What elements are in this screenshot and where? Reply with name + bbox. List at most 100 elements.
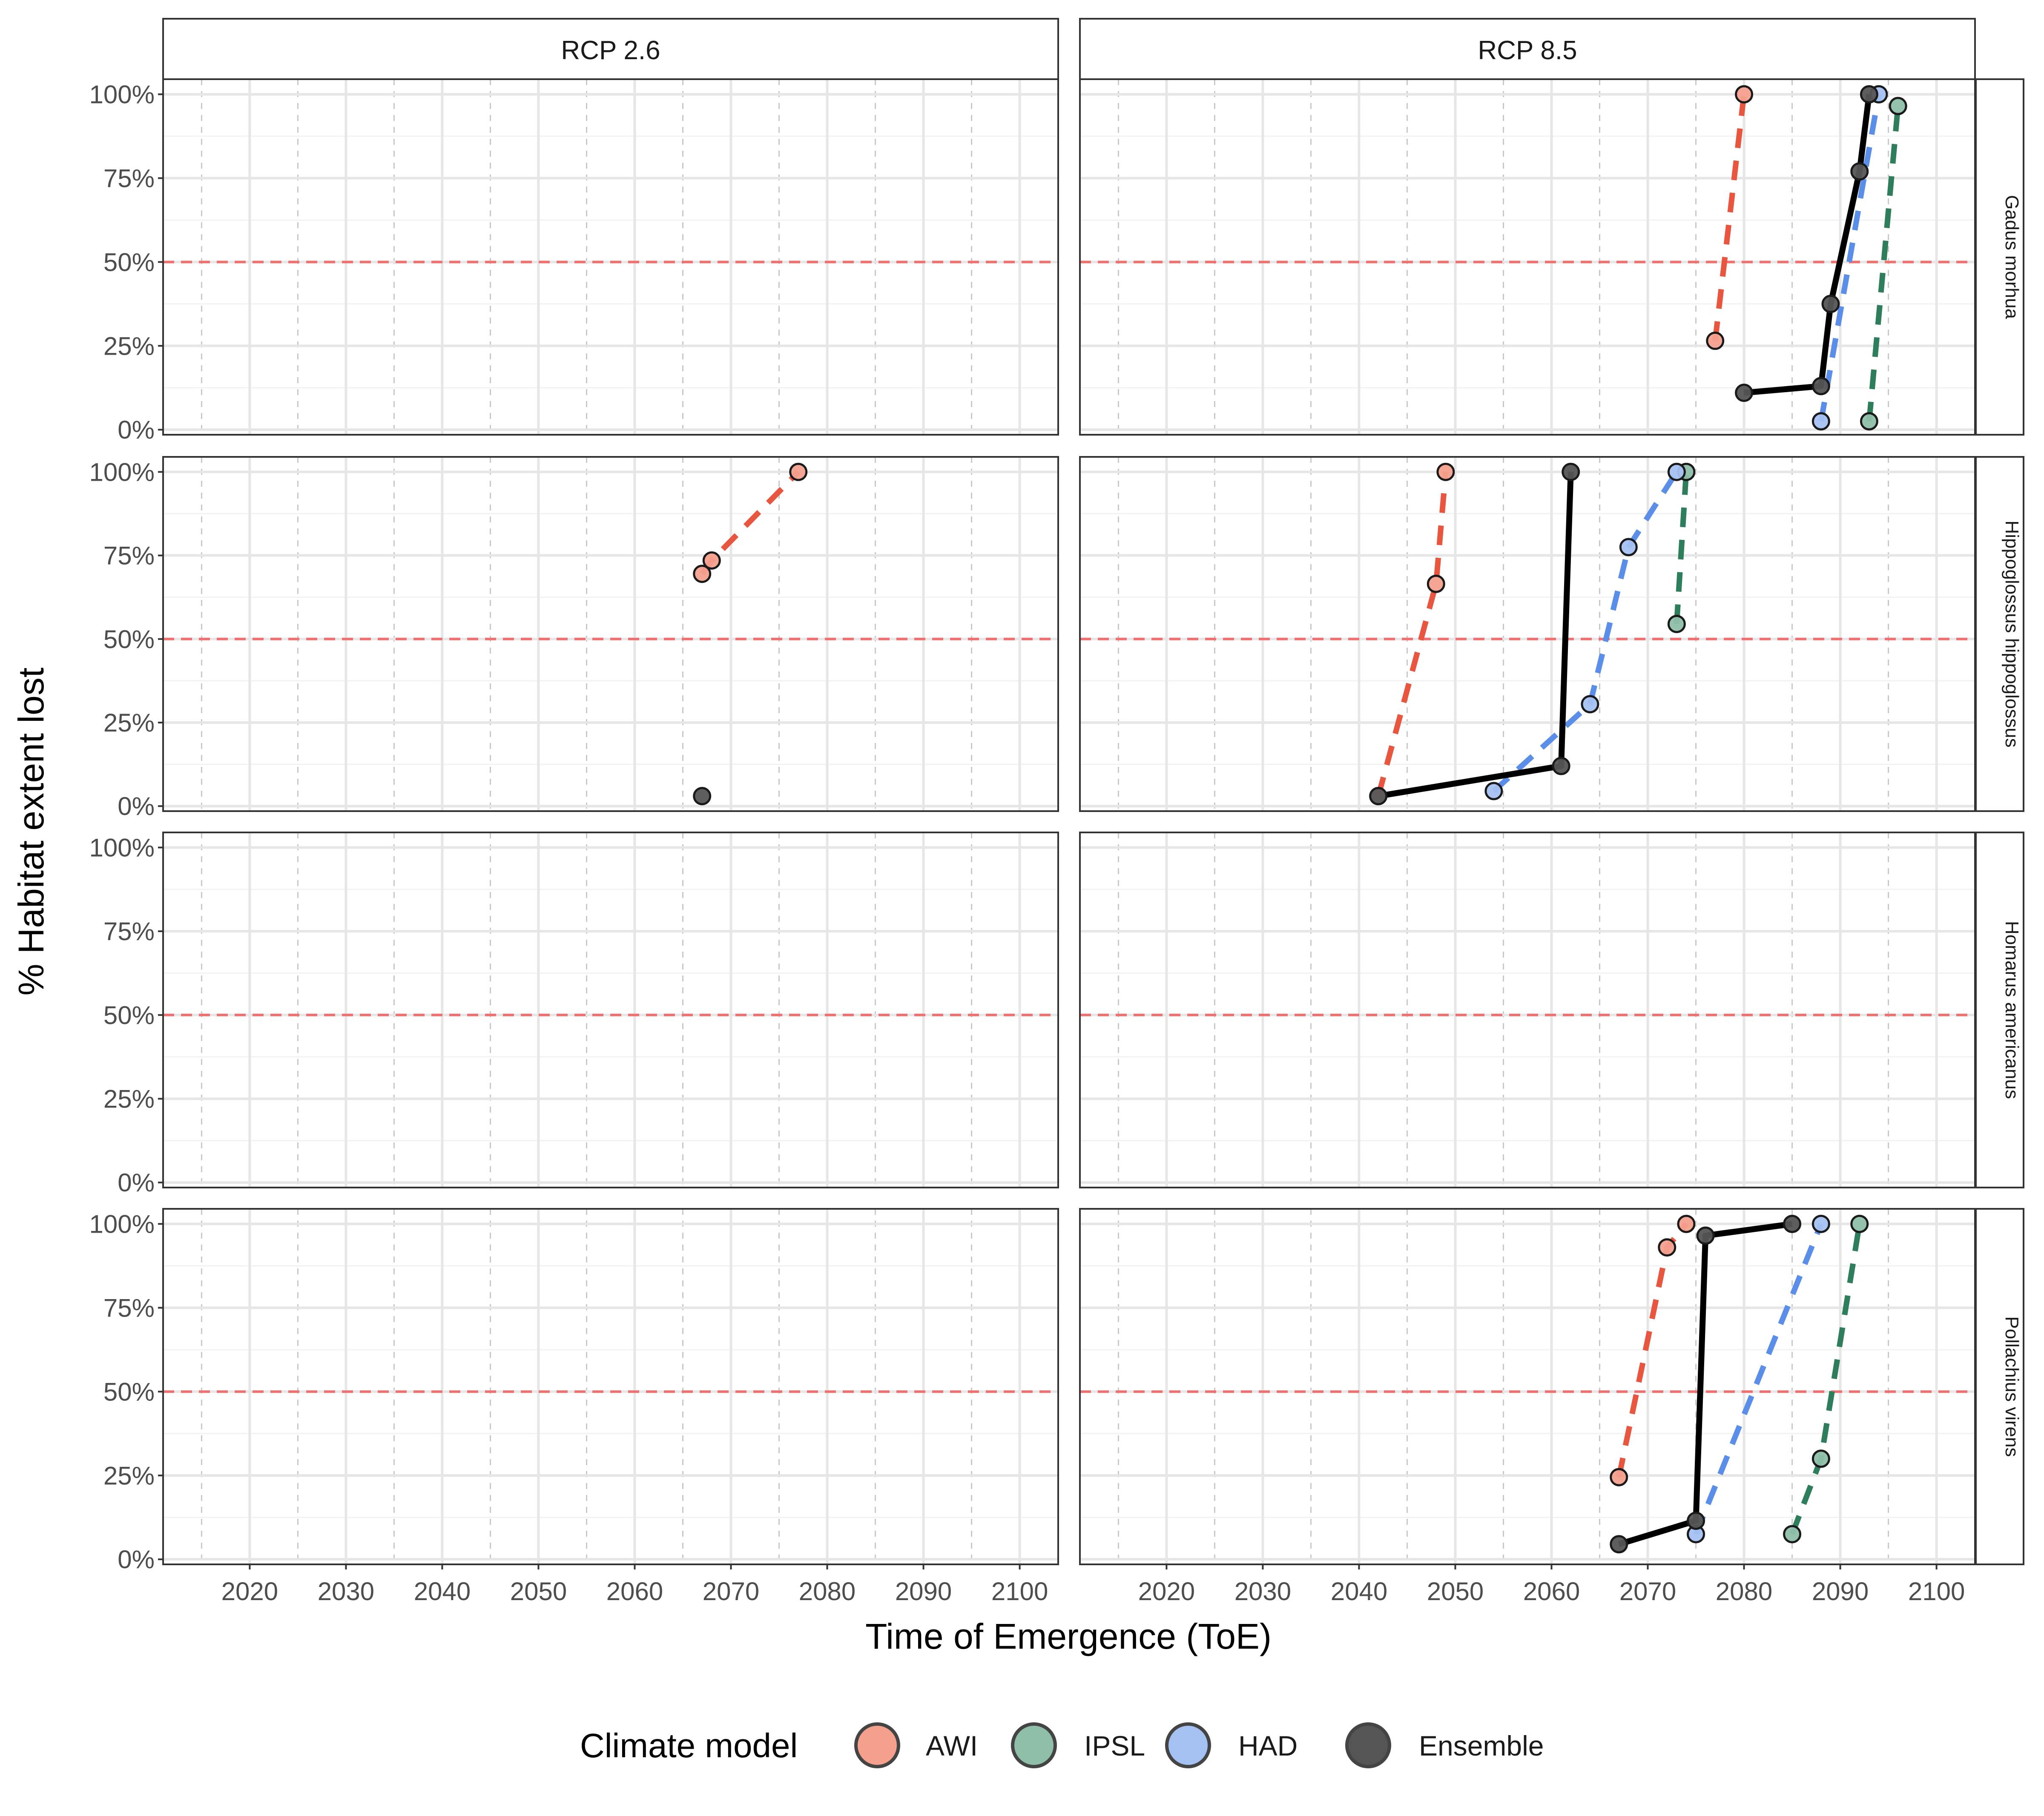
point-ensemble [1552, 757, 1570, 775]
x-tick-label: 2080 [1716, 1577, 1772, 1606]
y-tick-label: 25% [103, 1085, 155, 1113]
facet-row-label: Gadus morhua [2001, 195, 2022, 319]
point-ensemble [1783, 1214, 1802, 1233]
x-tick-label: 2060 [606, 1577, 663, 1606]
legend-label-had: HAD [1238, 1730, 1298, 1761]
series-line-ensemble [1618, 1221, 1793, 1547]
facet-row-label: Pollachius virens [2001, 1316, 2022, 1457]
point-had [1667, 462, 1686, 481]
series-line-ipsl [1674, 471, 1689, 624]
point-ensemble [1850, 162, 1869, 181]
point-awi [1610, 1468, 1628, 1486]
panel-frame [1079, 78, 1976, 436]
y-tick-label: 75% [103, 917, 155, 946]
panel-frame [162, 78, 1059, 436]
point-had [1581, 695, 1599, 714]
frame-layer [158, 18, 2024, 1569]
point-ensemble [1860, 85, 1878, 103]
x-tick-label: 2020 [1138, 1577, 1195, 1606]
y-tick-label: 50% [103, 1001, 155, 1030]
facet-strip-pollachius-virens [1975, 1208, 2024, 1565]
point-ipsl [1811, 1449, 1830, 1468]
x-tick-label: 2050 [1427, 1577, 1484, 1606]
point-ipsl [1860, 412, 1878, 430]
x-tick-label: 2100 [1908, 1577, 1965, 1606]
series-line-had [1818, 94, 1882, 422]
x-tick-label: 2020 [221, 1577, 278, 1606]
legend-key-had [1165, 1722, 1211, 1768]
facet-column-label: RCP 2.6 [561, 36, 660, 65]
y-tick-label: 25% [103, 1461, 155, 1490]
point-ensemble [1369, 787, 1388, 806]
panel-frame [162, 456, 1059, 812]
facet-row-label: Hippoglossus hippoglossus [2001, 520, 2022, 747]
point-awi [1735, 85, 1754, 103]
series-line-had [1693, 1222, 1824, 1535]
panel-frame [1079, 1208, 1976, 1565]
point-awi [693, 565, 712, 583]
facet-strip-rcp-8-5 [1079, 18, 1976, 80]
point-awi [1706, 331, 1725, 350]
series-line-had [1492, 470, 1679, 793]
point-ensemble [1821, 295, 1840, 313]
y-tick-label: 50% [103, 1377, 155, 1406]
point-ipsl [1850, 1214, 1869, 1233]
point-had [1811, 1214, 1830, 1233]
point-ensemble [1610, 1535, 1628, 1554]
point-ensemble [1562, 462, 1580, 481]
legend-label-ensemble: Ensemble [1419, 1730, 1544, 1761]
x-tick-label: 2040 [1331, 1577, 1387, 1606]
point-awi [1427, 574, 1445, 593]
point-ipsl [1667, 614, 1686, 633]
facet-strip-hippoglossus-hippoglossus [1975, 456, 2024, 812]
y-tick-label: 100% [89, 833, 155, 862]
series-line-awi [1712, 94, 1747, 341]
legend-label-awi: AWI [926, 1730, 978, 1761]
x-tick-label: 2030 [318, 1577, 374, 1606]
x-tick-label: 2030 [1234, 1577, 1291, 1606]
y-tick-label: 50% [103, 625, 155, 654]
point-awi [1658, 1238, 1677, 1257]
x-tick-label: 2050 [510, 1577, 567, 1606]
y-tick-label: 25% [103, 332, 155, 360]
x-tick-label: 2070 [703, 1577, 759, 1606]
panel-frame [1079, 456, 1976, 812]
point-had [1811, 412, 1830, 430]
y-tick-label: 0% [118, 792, 155, 820]
point-had [1619, 538, 1638, 557]
point-ipsl [1889, 97, 1907, 115]
y-tick-label: 0% [118, 1545, 155, 1574]
series-line-awi [1375, 471, 1449, 797]
legend-key-ipsl [1011, 1722, 1057, 1768]
x-tick-label: 2040 [414, 1577, 471, 1606]
facet-row-label: Homarus americanus [2001, 921, 2022, 1099]
point-had [1484, 782, 1503, 800]
y-axis-title: % Habitat extent lost [11, 668, 51, 996]
y-tick-label: 50% [103, 248, 155, 276]
y-tick-label: 75% [103, 542, 155, 570]
point-awi [789, 462, 808, 481]
legend-title: Climate model [580, 1727, 798, 1764]
panel-frame [1079, 832, 1976, 1188]
legend: AWI IPSL HAD Ensemble [854, 1722, 1544, 1768]
point-awi [1677, 1214, 1696, 1233]
text-layer: % Habitat extent lost Time of Emergence … [11, 36, 2022, 1764]
facet-column-label: RCP 8.5 [1478, 36, 1577, 65]
y-tick-label: 25% [103, 709, 155, 737]
panel-frame [162, 1208, 1059, 1565]
y-tick-label: 0% [118, 1168, 155, 1197]
legend-key-ensemble [1345, 1722, 1391, 1768]
y-tick-label: 100% [89, 1210, 155, 1238]
point-ensemble [693, 787, 712, 806]
series-line-ipsl [1866, 106, 1901, 422]
point-ipsl [1783, 1525, 1802, 1543]
data-layer [693, 85, 1907, 1554]
y-tick-label: 100% [89, 458, 155, 486]
y-tick-label: 75% [103, 1294, 155, 1322]
x-tick-label: 2090 [895, 1577, 952, 1606]
y-tick-label: 0% [118, 416, 155, 444]
x-tick-label: 2080 [799, 1577, 855, 1606]
